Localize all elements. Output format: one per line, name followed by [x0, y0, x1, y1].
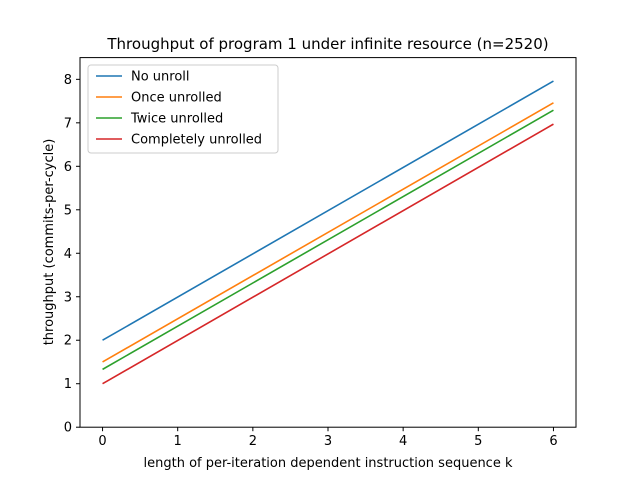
x-tick-label: 0	[98, 434, 106, 449]
legend-label: Twice unrolled	[130, 112, 223, 127]
y-tick-label: 8	[64, 73, 72, 88]
y-tick-label: 1	[64, 377, 72, 392]
legend: No unroll Once unrolled Twice unrolled Comp…	[87, 64, 279, 154]
x-axis-label: length of per-iteration dependent instru…	[144, 456, 513, 471]
x-tick-label: 4	[399, 434, 407, 449]
x-tick-label: 2	[249, 434, 257, 449]
series-lines	[102, 80, 554, 385]
y-tick-label: 7	[64, 116, 72, 131]
legend-label: Completely unrolled	[131, 133, 262, 148]
x-tick-label: 3	[324, 434, 332, 449]
y-tick-label: 5	[64, 203, 72, 218]
chart-title: Throughput of program 1 under infinite r…	[106, 35, 548, 53]
legend-box	[87, 64, 279, 154]
legend-label: No unroll	[131, 70, 190, 85]
y-axis-label: throughput (commits-per-cycle)	[42, 139, 57, 346]
y-tick-label: 4	[64, 247, 72, 262]
y-tick-label: 6	[64, 160, 72, 175]
y-tick-label: 2	[64, 334, 72, 349]
y-tick-label: 0	[64, 421, 72, 436]
x-tick-label: 1	[174, 434, 182, 449]
series-line-once-unrolled	[102, 102, 554, 363]
x-axis-ticks: 0 1 2 3 4 5 6	[98, 427, 558, 449]
x-tick-label: 5	[474, 434, 482, 449]
series-line-no-unroll	[102, 80, 554, 341]
y-axis-ticks: 0 1 2 3 4 5 6 7 8	[64, 73, 80, 436]
series-line-completely-unrolled	[102, 123, 554, 385]
legend-label: Once unrolled	[131, 91, 222, 106]
x-tick-label: 6	[549, 434, 557, 449]
y-tick-label: 3	[64, 290, 72, 305]
series-line-twice-unrolled	[102, 109, 554, 371]
